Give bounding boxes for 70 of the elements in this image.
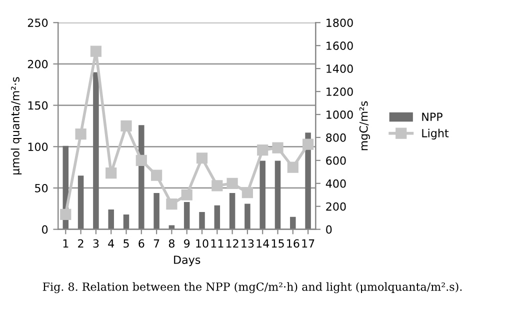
point xyxy=(90,46,102,57)
point xyxy=(257,144,268,156)
y-axis-title: μmol quanta/m²·s xyxy=(10,77,22,174)
bar xyxy=(184,202,190,230)
bar xyxy=(214,205,220,230)
bar xyxy=(123,214,130,230)
point xyxy=(106,168,117,179)
y2-tick-label: 1000 xyxy=(326,110,353,119)
point xyxy=(120,120,132,132)
legend-label: Light xyxy=(422,128,449,140)
y2-tick-label: 1800 xyxy=(326,18,353,27)
y-tick-label: 100 xyxy=(28,142,48,152)
bar xyxy=(199,212,205,230)
bar xyxy=(154,192,160,230)
point xyxy=(226,178,238,189)
y-tick-label: 250 xyxy=(28,18,48,27)
caption: Fig. 8. Relation between the NPP (mgC/m²·h) and light (μmolquanta/m².s). xyxy=(42,282,462,294)
x-tick-label: 4 xyxy=(108,239,114,248)
point xyxy=(150,170,162,181)
point xyxy=(136,154,147,166)
point xyxy=(272,142,284,154)
bar xyxy=(290,216,296,230)
x-tick-label: 17 xyxy=(302,239,314,248)
bar xyxy=(244,204,250,230)
x-tick-label: 5 xyxy=(124,239,129,248)
y2-tick-label: 0 xyxy=(326,225,332,234)
x-tick-label: 3 xyxy=(93,239,99,248)
y-tick-label: 150 xyxy=(28,101,48,110)
bar xyxy=(274,160,281,230)
x-tick-label: 11 xyxy=(211,239,224,248)
point xyxy=(287,162,298,173)
x-tick-label: 9 xyxy=(184,239,190,248)
point xyxy=(166,198,178,210)
bar xyxy=(229,192,236,230)
point xyxy=(302,138,314,150)
x-tick-label: 12 xyxy=(226,239,238,248)
x-tick-label: 16 xyxy=(287,239,300,248)
bar xyxy=(168,225,175,230)
x-tick-label: 13 xyxy=(242,239,254,248)
y2-tick-label: 800 xyxy=(326,133,346,142)
y2-tick-label: 200 xyxy=(326,202,346,211)
point xyxy=(242,187,254,198)
bar xyxy=(93,72,99,230)
x-tick-label: 14 xyxy=(256,239,270,248)
x-tick-label: 10 xyxy=(196,239,208,248)
point xyxy=(196,152,208,164)
x-tick-label: 2 xyxy=(78,239,84,248)
point xyxy=(212,180,223,192)
y2-tick-label: 1400 xyxy=(326,64,353,73)
y2-axis-title: mgC/m²s xyxy=(359,101,370,150)
bar xyxy=(108,209,114,230)
point xyxy=(181,189,192,200)
point xyxy=(60,208,72,220)
x-tick-label: 7 xyxy=(154,239,160,248)
y2-tick-label: 400 xyxy=(326,179,346,188)
x-tick-label: 1 xyxy=(63,239,68,248)
x-tick-label: 8 xyxy=(168,239,174,248)
x-tick-label: 15 xyxy=(272,239,284,248)
y2-tick-label: 1600 xyxy=(326,42,353,50)
y2-tick-label: 600 xyxy=(326,156,346,165)
y-tick-label: 0 xyxy=(42,225,48,234)
point xyxy=(75,128,86,140)
x-tick-label: 6 xyxy=(138,239,144,248)
legend-label: NPP xyxy=(422,112,442,121)
x-axis-title: Days xyxy=(174,256,200,266)
bar xyxy=(260,160,266,230)
y-tick-label: 50 xyxy=(35,184,48,192)
y-tick-label: 200 xyxy=(28,60,48,68)
bar xyxy=(78,176,84,230)
y2-tick-label: 1200 xyxy=(326,87,353,96)
